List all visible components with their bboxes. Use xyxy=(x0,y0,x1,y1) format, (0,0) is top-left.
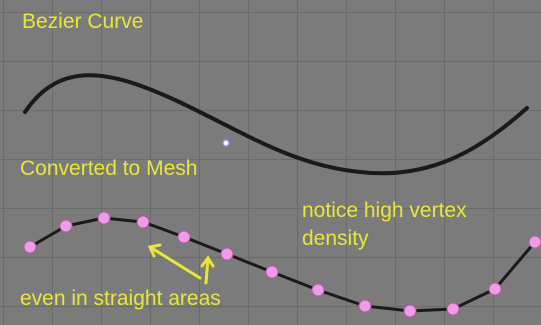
mesh-vertex[interactable] xyxy=(528,235,541,249)
3d-cursor-icon[interactable] xyxy=(222,139,230,147)
annotation-arrows xyxy=(147,243,215,285)
bezier-curve[interactable] xyxy=(23,73,529,176)
mesh-vertices xyxy=(23,211,541,318)
mesh-vertex[interactable] xyxy=(177,230,191,244)
mesh-vertex[interactable] xyxy=(59,219,73,233)
notice-density-label-line1: notice high vertex xyxy=(302,199,467,222)
mesh-vertex[interactable] xyxy=(97,211,111,225)
arrow-icon xyxy=(147,243,202,280)
mesh-vertex[interactable] xyxy=(488,282,502,296)
mesh-vertex[interactable] xyxy=(23,240,37,254)
mesh-vertex[interactable] xyxy=(136,215,150,229)
arrow-icon xyxy=(200,255,215,285)
mesh-vertex[interactable] xyxy=(220,247,234,261)
mesh-vertex[interactable] xyxy=(446,302,460,316)
straight-areas-label: even in straight areas xyxy=(20,287,221,310)
notice-density-label-line2: density xyxy=(302,227,369,250)
mesh-vertex[interactable] xyxy=(311,283,325,297)
mesh-vertex[interactable] xyxy=(403,304,417,318)
bezier-curve-label: Bezier Curve xyxy=(22,10,144,33)
converted-to-mesh-label: Converted to Mesh xyxy=(20,157,198,180)
mesh-vertex[interactable] xyxy=(265,265,279,279)
mesh-vertex[interactable] xyxy=(358,299,372,313)
